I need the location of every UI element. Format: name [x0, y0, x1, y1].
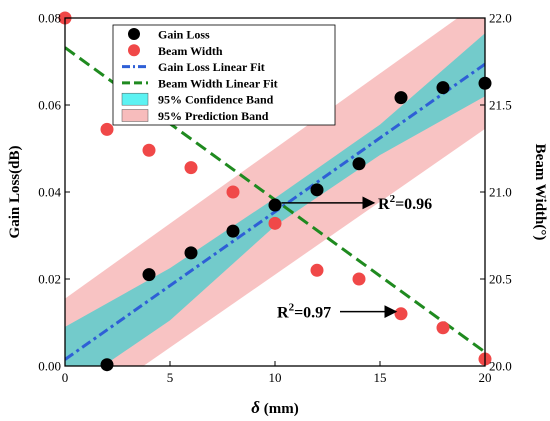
legend-label-1: Beam Width — [158, 44, 223, 58]
r2-label-beam-width-tail: =0.97 — [294, 305, 331, 322]
y-left-tick-label-1: 0.02 — [38, 272, 61, 287]
gain-loss-point-5 — [310, 183, 324, 197]
legend-label-0: Gain Loss — [158, 28, 210, 42]
legend-key-4 — [121, 92, 149, 106]
beam-width-point-1 — [100, 122, 114, 136]
y-right-tick-label-3: 21.5 — [489, 98, 512, 113]
r2-label-gain-loss-sup: 2 — [390, 193, 396, 205]
beam-width-point-2 — [142, 143, 156, 157]
points-layer — [58, 11, 492, 372]
legend-label-3: Beam Width Linear Fit — [158, 76, 278, 90]
ticks-layer: 0 5 10 15 20 0.00 0.02 0.04 0.06 0.08 20.0 20.5 21.0… — [38, 11, 512, 386]
legend: Gain Loss Beam Width Gain Loss Linear Fit B… — [112, 24, 336, 126]
x-axis-title-symbol: δ — [251, 398, 260, 417]
legend-label-5: 95% Prediction Band — [158, 109, 269, 123]
gain-loss-point-1 — [142, 268, 156, 282]
beam-width-point-7 — [352, 272, 366, 286]
x-tick-label-1: 5 — [167, 370, 174, 385]
y-axis-right-title: Beam Width(°) — [532, 144, 548, 241]
x-tick-label-3: 15 — [374, 370, 387, 385]
beam-width-point-3 — [184, 161, 198, 175]
y-axis-left-title: Gain Loss(dB) — [7, 146, 23, 239]
gain-loss-point-4 — [268, 198, 282, 212]
gain-loss-fit-line — [65, 62, 485, 361]
legend-key-0 — [128, 28, 140, 40]
y-left-tick-label-2: 0.04 — [38, 185, 61, 200]
legend-label-2: Gain Loss Linear Fit — [158, 60, 265, 74]
r2-label-beam-width-sup: 2 — [289, 302, 295, 314]
beam-width-point-5 — [268, 216, 282, 230]
y-right-tick-label-1: 20.5 — [489, 272, 512, 287]
r2-label-gain-loss-tail: =0.96 — [395, 196, 432, 213]
r2-label-beam-width-main: R — [277, 305, 289, 322]
x-tick-label-0: 0 — [62, 370, 69, 385]
x-axis-title: δ (mm) — [251, 398, 298, 417]
r2-label-gain-loss: R2=0.96 — [378, 193, 432, 213]
gain-loss-point-8 — [436, 81, 450, 95]
gain-loss-point-7 — [394, 91, 408, 105]
y-left-tick-label-4: 0.08 — [38, 11, 61, 26]
y-right-tick-label-4: 22.0 — [489, 11, 512, 26]
gain-loss-point-2 — [184, 246, 198, 260]
x-tick-label-2: 10 — [269, 370, 282, 385]
y-right-tick-label-0: 20.0 — [489, 359, 512, 374]
legend-label-4: 95% Confidence Band — [158, 93, 274, 107]
beam-width-point-9 — [436, 321, 450, 335]
beam-width-point-4 — [226, 185, 240, 199]
y-left-tick-label-3: 0.06 — [38, 98, 61, 113]
y-left-tick-label-0: 0.00 — [38, 359, 61, 374]
legend-key-5 — [121, 109, 149, 122]
beam-width-point-6 — [310, 263, 324, 277]
x-axis-title-unit: (mm) — [260, 401, 299, 417]
gain-loss-point-0 — [100, 358, 114, 372]
beam-width-point-8 — [394, 307, 408, 321]
r2-label-gain-loss-main: R — [378, 196, 390, 213]
gain-loss-point-3 — [226, 224, 240, 238]
x-tick-label-4: 20 — [479, 370, 492, 385]
y-right-tick-label-2: 21.0 — [489, 185, 512, 200]
legend-box — [112, 24, 336, 126]
legend-key-1 — [128, 44, 140, 57]
r2-label-beam-width: R2=0.97 — [277, 302, 331, 322]
gain-loss-point-6 — [352, 157, 366, 171]
